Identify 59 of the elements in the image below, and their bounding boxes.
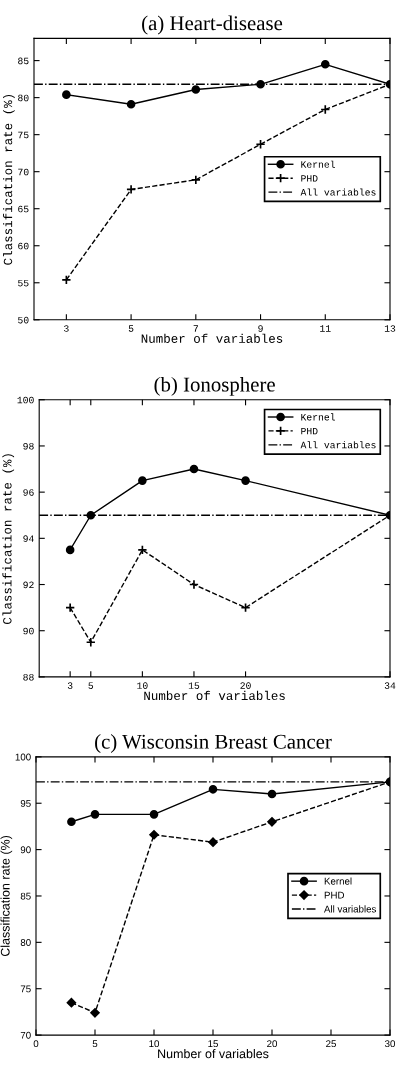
legend-label: Kernel: [301, 160, 336, 168]
x-tick-label: 30: [384, 1040, 396, 1048]
chart-title: (c) Wisconsin Breast Cancer: [95, 734, 332, 753]
y-tick-label: 50: [18, 316, 29, 324]
x-tick-label: 9: [258, 325, 263, 332]
x-tick-label: 5: [88, 682, 94, 689]
y-tick-label: 98: [23, 442, 34, 450]
chart-title: (a) Heart-disease: [142, 15, 283, 35]
chart-title: (b) Ionosphere: [154, 376, 275, 396]
x-tick-label: 20: [267, 1040, 278, 1048]
x-tick-label: 0: [33, 1040, 39, 1048]
y-tick-label: 80: [20, 939, 31, 946]
legend-label: PHD: [324, 891, 345, 899]
y-tick-label: 75: [18, 131, 29, 139]
x-tick-label: 7: [193, 325, 198, 332]
y-tick-label: 90: [23, 627, 34, 635]
legend-label: All variables: [324, 905, 377, 913]
x-axis-title: Number of variables: [158, 1049, 269, 1059]
legend-label: Kernel: [301, 413, 336, 421]
y-tick-label: 55: [18, 279, 29, 287]
y-tick-label: 88: [23, 673, 34, 681]
legend-label: Kernel: [324, 877, 352, 885]
y-tick-label: 75: [20, 985, 31, 993]
y-tick-label: 94: [23, 535, 34, 542]
legend-label: PHD: [301, 175, 318, 182]
x-tick-label: 13: [384, 325, 396, 332]
x-tick-label: 10: [149, 1040, 160, 1048]
y-tick-label: 90: [20, 846, 31, 854]
legend-label: All variables: [300, 441, 376, 449]
y-tick-label: 60: [18, 242, 29, 250]
x-tick-label: 15: [208, 1040, 218, 1048]
x-tick-label: 15: [188, 682, 200, 689]
x-tick-label: 5: [92, 1040, 98, 1048]
x-tick-label: 10: [137, 682, 148, 689]
y-tick-label: 80: [18, 94, 29, 102]
x-tick-label: 25: [326, 1040, 336, 1048]
legend-label: All variables: [300, 188, 376, 196]
y-tick-label: 95: [20, 799, 31, 807]
y-tick-label: 100: [17, 396, 34, 404]
y-tick-label: 65: [18, 205, 29, 213]
x-axis-title: Number of variables: [144, 690, 285, 701]
y-axis-title: Classification rate (%): [0, 835, 13, 957]
x-tick-label: 11: [320, 325, 331, 332]
y-axis-title: Classification rate (%): [3, 94, 15, 265]
legend-label: PHD: [301, 427, 318, 435]
y-tick-label: 70: [20, 1031, 31, 1039]
x-tick-label: 20: [240, 682, 251, 689]
y-tick-label: 92: [23, 581, 34, 589]
y-tick-label: 70: [18, 168, 29, 176]
x-tick-label: 3: [64, 325, 69, 332]
y-tick-label: 85: [20, 892, 31, 900]
x-tick-label: 34: [384, 682, 396, 689]
x-tick-label: 3: [67, 682, 73, 689]
y-axis-title: Classification rate (%): [2, 454, 15, 624]
x-axis-title: Number of variables: [141, 333, 283, 343]
y-tick-label: 96: [23, 489, 34, 496]
y-tick-label: 85: [18, 57, 29, 65]
x-tick-label: 5: [128, 325, 134, 332]
y-tick-label: 100: [15, 753, 31, 761]
